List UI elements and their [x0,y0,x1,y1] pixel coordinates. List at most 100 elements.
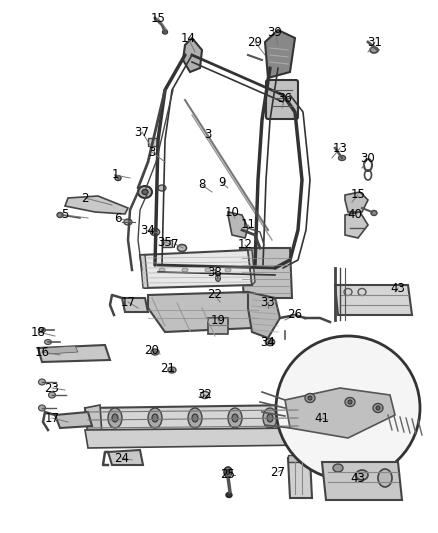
Ellipse shape [151,349,159,355]
Polygon shape [345,192,368,212]
Polygon shape [295,405,308,432]
Text: 23: 23 [45,382,60,394]
Text: 27: 27 [271,465,286,479]
Text: 12: 12 [237,238,252,252]
Text: 21: 21 [160,361,176,375]
Ellipse shape [201,392,209,399]
Text: 25: 25 [221,469,236,481]
Polygon shape [85,428,305,448]
Polygon shape [140,255,148,288]
Ellipse shape [159,268,165,272]
Ellipse shape [177,245,187,252]
Ellipse shape [268,341,272,343]
Polygon shape [108,450,143,465]
Polygon shape [248,292,280,338]
Ellipse shape [112,414,118,422]
Ellipse shape [151,229,159,236]
Ellipse shape [124,219,132,225]
Polygon shape [288,455,315,462]
Ellipse shape [182,268,188,272]
Polygon shape [322,462,402,500]
Ellipse shape [49,392,56,398]
Ellipse shape [148,408,162,428]
Ellipse shape [188,408,202,428]
Text: 17: 17 [45,411,60,424]
Ellipse shape [153,351,156,353]
Text: 2: 2 [81,191,89,205]
Polygon shape [265,30,295,78]
Ellipse shape [263,408,277,428]
Text: 22: 22 [208,288,223,302]
Ellipse shape [305,393,315,402]
Ellipse shape [142,190,148,195]
Ellipse shape [373,403,383,413]
Text: 5: 5 [61,208,69,222]
Text: 37: 37 [134,125,149,139]
Text: 10: 10 [225,206,240,219]
Ellipse shape [162,30,167,34]
Text: 34: 34 [261,335,276,349]
Ellipse shape [370,47,378,53]
Circle shape [276,336,420,480]
Text: 34: 34 [141,223,155,237]
Text: 8: 8 [198,179,206,191]
Text: 29: 29 [247,36,262,49]
Ellipse shape [153,230,157,233]
Polygon shape [148,292,258,332]
Ellipse shape [39,405,46,411]
Bar [148,138,158,146]
Ellipse shape [228,408,242,428]
Ellipse shape [371,211,377,215]
Polygon shape [38,345,110,362]
Ellipse shape [45,340,52,344]
Polygon shape [65,196,128,214]
Polygon shape [140,250,252,288]
Ellipse shape [226,492,232,497]
Text: 16: 16 [35,345,49,359]
Text: 39: 39 [268,26,283,38]
Ellipse shape [333,464,343,472]
Ellipse shape [115,175,121,181]
Ellipse shape [168,367,176,373]
Text: 15: 15 [151,12,166,25]
Polygon shape [55,412,92,428]
Ellipse shape [267,414,273,422]
FancyBboxPatch shape [266,80,298,119]
Text: 13: 13 [332,141,347,155]
Ellipse shape [378,469,392,487]
Bar [208,318,228,334]
Text: 19: 19 [211,313,226,327]
Text: 30: 30 [360,151,375,165]
Ellipse shape [170,369,173,372]
Ellipse shape [376,406,380,410]
Polygon shape [345,212,368,238]
Text: 1: 1 [111,168,119,182]
Text: 24: 24 [114,451,130,464]
Ellipse shape [356,470,368,480]
Ellipse shape [232,414,238,422]
Ellipse shape [339,156,346,160]
Polygon shape [228,212,248,238]
Ellipse shape [152,414,158,422]
Polygon shape [122,298,148,312]
Text: 3: 3 [204,128,212,141]
Ellipse shape [265,338,275,345]
Ellipse shape [57,213,63,217]
Text: 9: 9 [218,176,226,190]
Ellipse shape [158,185,166,191]
Ellipse shape [225,268,231,272]
Ellipse shape [205,268,211,272]
Text: 3: 3 [148,146,155,158]
Text: 20: 20 [145,343,159,357]
Polygon shape [240,248,292,298]
Text: 7: 7 [171,238,179,251]
Text: 11: 11 [240,219,255,231]
Text: 43: 43 [350,472,365,484]
Ellipse shape [215,274,220,281]
Text: 35: 35 [158,236,173,248]
Text: 17: 17 [120,295,135,309]
Text: 38: 38 [208,265,223,279]
Text: 43: 43 [391,281,406,295]
Text: 31: 31 [367,36,382,49]
Text: 32: 32 [198,389,212,401]
